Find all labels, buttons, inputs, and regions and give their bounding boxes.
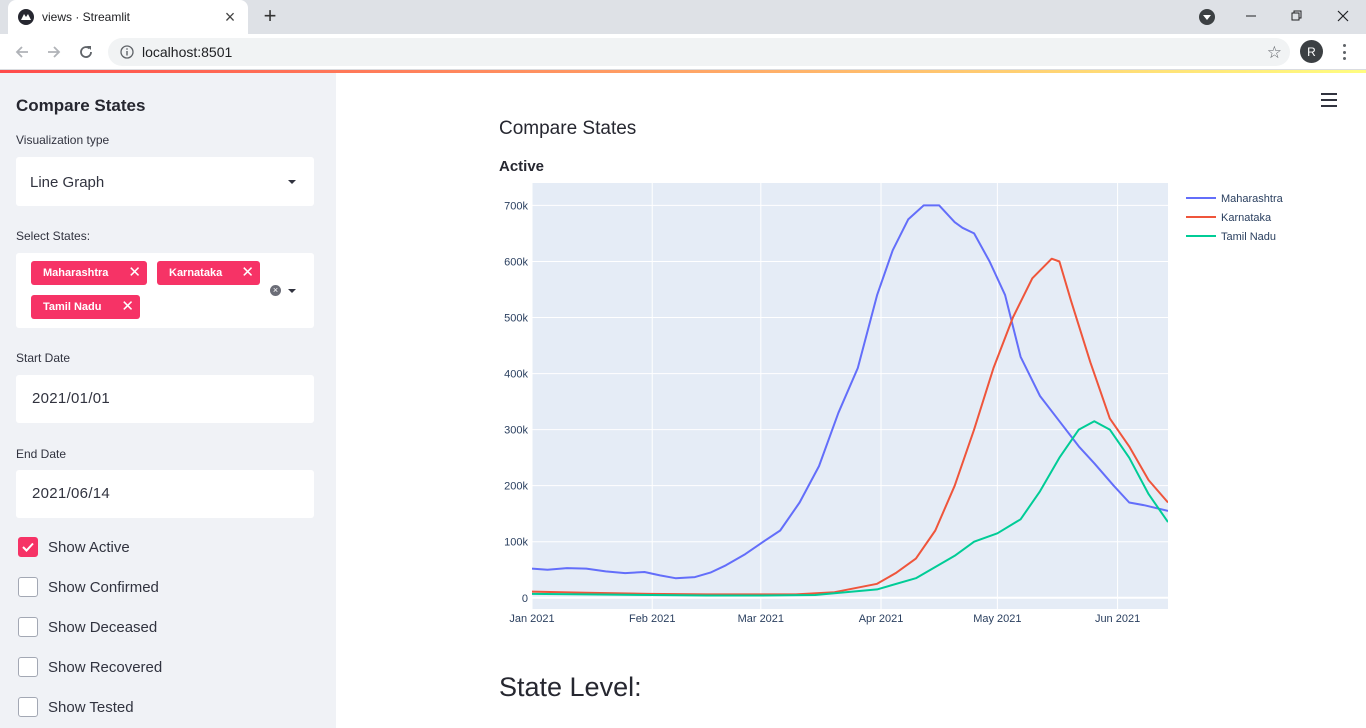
chevron-down-icon	[288, 180, 296, 184]
checkbox-label: Show Confirmed	[48, 578, 159, 596]
hamburger-menu-icon[interactable]	[1321, 93, 1337, 107]
checkbox-label: Show Active	[48, 538, 130, 556]
minimize-button[interactable]	[1228, 0, 1274, 32]
active-line-chart[interactable]: 0 100k 200k 300k 400k 500k 600k 700k Jan 2021 Feb…	[499, 180, 1319, 630]
clear-all-icon[interactable]: ×	[270, 285, 281, 296]
end-date-label: End Date	[16, 447, 67, 461]
bookmark-star-icon[interactable]: ☆	[1266, 43, 1282, 62]
states-label: Select States:	[16, 229, 91, 243]
browser-menu-icon[interactable]	[1336, 41, 1352, 63]
series-line-tamil-nadu	[532, 420, 1168, 597]
y-tick-label: 500k	[504, 313, 528, 325]
x-tick-label: Feb 2021	[629, 613, 675, 625]
end-date-value: 2021/06/14	[32, 485, 111, 502]
show-deceased-checkbox[interactable]: Show Deceased	[18, 617, 157, 637]
show-tested-checkbox[interactable]: Show Tested	[18, 697, 134, 717]
x-tick-label: Jan 2021	[509, 613, 554, 625]
streamlit-decoration-bar	[0, 70, 1366, 73]
legend-label: Tamil Nadu	[1221, 231, 1276, 243]
chevron-down-icon[interactable]	[288, 289, 296, 293]
states-multiselect[interactable]: Maharashtra ✕ Karnataka ✕ Tamil Nadu ✕ ×	[16, 253, 314, 328]
plot-area	[532, 183, 1168, 609]
checkbox-box[interactable]	[18, 697, 38, 717]
remove-chip-icon[interactable]: ✕	[241, 264, 254, 281]
tab-close-icon[interactable]: ×	[224, 7, 236, 27]
page-subheader: Compare States	[499, 118, 637, 139]
start-date-input[interactable]: 2021/01/01	[16, 375, 314, 423]
chart-title: Active	[499, 158, 545, 175]
viz-type-label: Visualization type	[16, 133, 110, 147]
forward-arrow-icon[interactable]	[42, 40, 66, 64]
tab-search-icon[interactable]	[1199, 9, 1215, 25]
y-tick-label: 700k	[504, 200, 528, 212]
y-tick-label: 100k	[504, 537, 528, 549]
show-active-checkbox[interactable]: Show Active	[18, 537, 130, 557]
browser-toolbar: localhost:8501 ☆ R	[0, 34, 1366, 70]
x-tick-label: Apr 2021	[859, 613, 904, 625]
state-chip-karnataka: Karnataka ✕	[157, 261, 260, 285]
y-tick-label: 300k	[504, 425, 528, 437]
y-tick-label: 400k	[504, 369, 528, 381]
state-chip-label: Tamil Nadu	[43, 301, 102, 313]
checkbox-box[interactable]	[18, 617, 38, 637]
start-date-value: 2021/01/01	[32, 390, 111, 407]
state-chip-maharashtra: Maharashtra ✕	[31, 261, 147, 285]
x-tick-label: May 2021	[973, 613, 1021, 625]
state-chip-label: Maharashtra	[43, 267, 109, 279]
browser-tab[interactable]: views · Streamlit ×	[8, 0, 248, 34]
checkbox-box[interactable]	[18, 577, 38, 597]
url-text: localhost:8501	[142, 44, 233, 60]
checkbox-checked-icon[interactable]	[18, 537, 38, 557]
start-date-label: Start Date	[16, 351, 71, 365]
state-chip-tamil-nadu: Tamil Nadu ✕	[31, 295, 140, 319]
x-tick-label: Mar 2021	[738, 613, 784, 625]
end-date-input[interactable]: 2021/06/14	[16, 470, 314, 518]
profile-avatar[interactable]: R	[1300, 40, 1323, 63]
back-arrow-icon[interactable]	[10, 40, 34, 64]
y-tick-label: 0	[522, 593, 528, 605]
state-chip-label: Karnataka	[169, 267, 223, 279]
checkbox-label: Show Tested	[48, 698, 134, 716]
state-level-heading: State Level:	[499, 672, 642, 702]
viz-type-select[interactable]: Line Graph	[16, 157, 314, 206]
checkbox-label: Show Recovered	[48, 658, 163, 676]
restore-button[interactable]	[1274, 0, 1320, 32]
y-tick-label: 200k	[504, 481, 528, 493]
reload-icon[interactable]	[74, 40, 98, 64]
legend-label: Karnataka	[1221, 212, 1272, 224]
tab-title: views · Streamlit	[42, 10, 131, 24]
show-recovered-checkbox[interactable]: Show Recovered	[18, 657, 162, 677]
series-line-karnataka	[532, 257, 1168, 596]
sidebar-title: Compare States	[16, 96, 146, 115]
y-tick-label: 600k	[504, 256, 528, 268]
remove-chip-icon[interactable]: ✕	[128, 264, 141, 281]
remove-chip-icon[interactable]: ✕	[121, 298, 134, 315]
site-info-icon[interactable]	[120, 45, 134, 59]
legend-label: Maharashtra	[1221, 193, 1284, 205]
streamlit-favicon-icon	[18, 9, 34, 25]
x-tick-label: Jun 2021	[1095, 613, 1140, 625]
series-line-maharashtra	[532, 204, 1168, 580]
close-window-button[interactable]	[1320, 0, 1366, 32]
sidebar: Compare States Visualization type Line G…	[0, 73, 336, 728]
checkbox-box[interactable]	[18, 657, 38, 677]
show-confirmed-checkbox[interactable]: Show Confirmed	[18, 577, 159, 597]
viz-type-value: Line Graph	[30, 174, 105, 191]
address-bar[interactable]: localhost:8501 ☆	[108, 38, 1290, 66]
new-tab-button[interactable]: +	[263, 3, 277, 28]
browser-tab-bar: views · Streamlit × +	[0, 0, 1366, 34]
checkbox-label: Show Deceased	[48, 618, 158, 636]
